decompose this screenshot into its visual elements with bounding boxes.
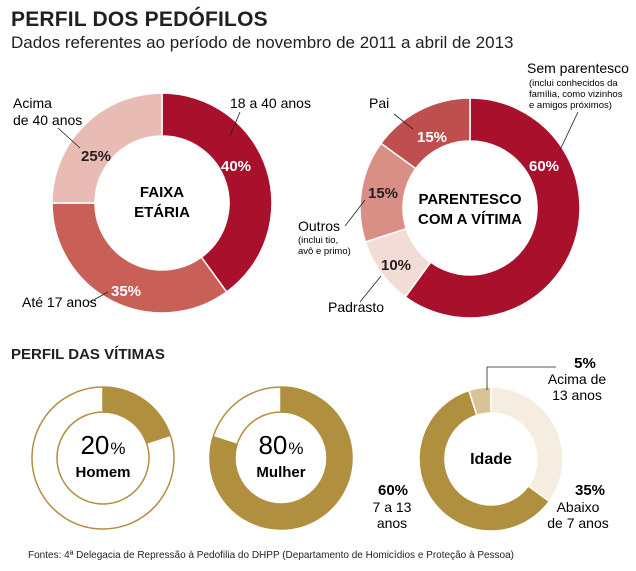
victims-section-title: PERFIL DAS VÍTIMAS xyxy=(11,346,165,363)
age-pct-18-40: 40% xyxy=(221,158,251,175)
infographic-subtitle: Dados referentes ao período de novembro … xyxy=(11,33,514,52)
victim-age-label-abaixo-7-line-1: Abaixo xyxy=(557,499,600,515)
kinship-leader-padrasto xyxy=(359,275,382,303)
victim-age-donut: Idade 5% Acima de 13 anos 35% Abaixo de … xyxy=(373,355,609,532)
female-center-label: Mulher xyxy=(256,464,305,481)
age-label-ate-17: Até 17 anos xyxy=(22,294,97,310)
victim-age-label-acima-13-line-2: 13 anos xyxy=(552,387,602,403)
kinship-leader-pai xyxy=(393,113,414,130)
victim-age-pct-abaixo-7: 35% xyxy=(575,482,605,499)
male-ring-value xyxy=(103,387,171,444)
age-label-acima-40-line-2: de 40 anos xyxy=(13,112,82,128)
female-ring-value xyxy=(210,387,353,529)
victim-age-label-abaixo-7-line-2: de 7 anos xyxy=(547,515,609,531)
age-pct-acima-40: 25% xyxy=(81,148,111,165)
kinship-leader-sem-parentesco xyxy=(559,111,579,151)
kinship-slice-sem-parentesco xyxy=(404,97,581,319)
female-center-value: 80% xyxy=(258,430,303,460)
kinship-donut: PARENTESCO COM A VÍTIMA 60% 10% 15% 15% … xyxy=(298,60,629,319)
kinship-note-sem-parentesco-line-2: família, como vizinhos xyxy=(529,89,623,100)
kinship-note-sem-parentesco-line-3: e amigos próximos) xyxy=(529,100,612,111)
kinship-note-sem-parentesco-line-1: (inclui conhecidos da xyxy=(529,78,618,89)
age-label-18-40: 18 a 40 anos xyxy=(230,95,311,111)
age-label-acima-40-line-1: Acima xyxy=(13,95,52,111)
kinship-leader-outros xyxy=(344,199,366,227)
age-range-center-line-2: ETÁRIA xyxy=(134,204,190,221)
kinship-label-outros: Outros xyxy=(298,218,340,234)
age-range-slice-acima-de-40-anos xyxy=(51,92,163,204)
kinship-label-pai: Pai xyxy=(369,95,389,111)
victim-age-slice-abaixo-de-7-anos xyxy=(490,386,564,503)
victim-age-pct-acima-13: 5% xyxy=(574,355,596,372)
age-range-slice-ate-17-anos xyxy=(51,202,228,314)
victim-age-label-7-13-line-1: 7 a 13 xyxy=(373,499,412,515)
male-center-label: Homem xyxy=(75,464,130,481)
age-leader-18-40 xyxy=(229,111,241,137)
kinship-pct-sem-parentesco: 60% xyxy=(529,158,559,175)
victim-age-slice-7-a-13-anos xyxy=(418,389,551,532)
kinship-pct-pai: 15% xyxy=(417,129,447,146)
sources-footer: Fontes: 4ª Delegacia de Repressão à Pedo… xyxy=(28,550,515,561)
kinship-note-outros-line-1: (inclui tio, xyxy=(298,235,338,246)
victim-age-pct-7-13: 60% xyxy=(378,482,408,499)
age-pct-ate-17: 35% xyxy=(111,283,141,300)
kinship-label-sem-parentesco: Sem parentesco xyxy=(527,60,629,76)
victim-age-center: Idade xyxy=(470,451,512,468)
age-range-donut: FAIXA ETÁRIA 40% 35% 25% 18 a 40 anos At… xyxy=(13,92,311,314)
age-leader-acima-40 xyxy=(57,127,81,149)
victim-age-label-7-13-line-2: anos xyxy=(377,515,407,531)
kinship-center-line-1: PARENTESCO xyxy=(418,191,521,208)
male-victims-ring: 20% Homem xyxy=(31,386,175,530)
victim-age-label-acima-13-line-1: Acima de xyxy=(548,371,607,387)
kinship-note-outros-line-2: avô e primo) xyxy=(298,246,351,257)
age-range-slice-18-a-40-anos xyxy=(161,92,273,294)
male-center-value: 20% xyxy=(80,430,125,460)
kinship-label-padrasto: Padrasto xyxy=(328,299,384,315)
female-victims-ring: 80% Mulher xyxy=(209,386,353,530)
kinship-pct-padrasto: 10% xyxy=(381,257,411,274)
age-leader-ate-17 xyxy=(87,291,109,304)
kinship-center-line-2: COM A VÍTIMA xyxy=(418,211,522,228)
kinship-pct-outros: 15% xyxy=(368,185,398,202)
infographic-title: PERFIL DOS PEDÓFILOS xyxy=(11,8,268,31)
age-range-center-line-1: FAIXA xyxy=(140,184,184,201)
